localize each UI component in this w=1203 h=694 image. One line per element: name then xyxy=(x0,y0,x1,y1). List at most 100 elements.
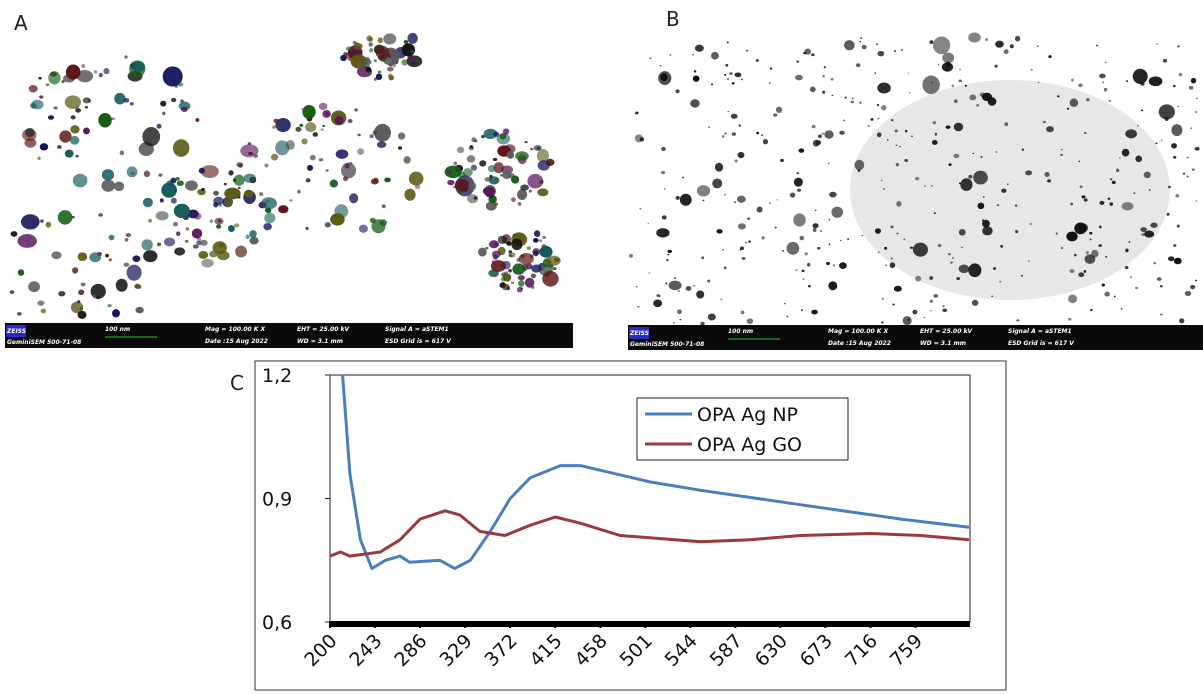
particle xyxy=(28,84,38,93)
x-tick-label: 415 xyxy=(526,630,567,671)
particle xyxy=(1182,172,1186,175)
particle xyxy=(844,96,847,99)
particle xyxy=(649,57,652,60)
particle xyxy=(690,99,700,108)
particle xyxy=(1086,98,1090,102)
particle xyxy=(1177,45,1180,48)
particle xyxy=(968,174,973,179)
series-line xyxy=(330,509,970,558)
particle xyxy=(530,147,534,151)
particle xyxy=(677,290,680,293)
particle xyxy=(53,106,58,110)
particle xyxy=(922,75,940,95)
particle xyxy=(184,239,189,243)
particle xyxy=(531,264,542,273)
particle xyxy=(196,237,202,242)
particle xyxy=(1173,244,1177,247)
particle xyxy=(453,161,458,166)
particle xyxy=(696,185,711,197)
legend-box xyxy=(636,397,849,461)
particle xyxy=(885,264,887,267)
particle xyxy=(370,178,379,185)
particle xyxy=(701,256,705,260)
particle xyxy=(335,149,349,159)
particle xyxy=(78,289,85,296)
particle xyxy=(141,239,153,251)
particle xyxy=(446,170,452,175)
particle xyxy=(143,170,151,178)
particle xyxy=(877,117,880,120)
particle xyxy=(854,159,865,171)
particle xyxy=(775,106,783,114)
particle xyxy=(661,146,666,152)
particle xyxy=(977,202,985,210)
particle xyxy=(64,149,74,158)
particle xyxy=(1001,188,1007,193)
particle xyxy=(70,301,84,314)
particle xyxy=(195,117,200,123)
particle xyxy=(948,163,952,166)
particle xyxy=(982,196,985,198)
particle xyxy=(958,79,962,83)
particle xyxy=(506,241,512,246)
particle xyxy=(668,280,682,291)
particle xyxy=(761,236,765,240)
particle xyxy=(1190,127,1193,130)
particle xyxy=(1195,111,1198,114)
particle xyxy=(1153,261,1157,265)
particle xyxy=(349,54,353,59)
particle xyxy=(635,111,639,115)
particle xyxy=(45,221,52,228)
particle xyxy=(57,210,73,225)
particle xyxy=(851,97,854,100)
particle xyxy=(173,203,190,219)
particle xyxy=(224,198,233,208)
particle xyxy=(964,84,967,87)
particle xyxy=(511,281,515,284)
particle xyxy=(519,153,524,159)
x-tick-label: 458 xyxy=(571,630,612,671)
particle xyxy=(1121,148,1130,157)
particle xyxy=(1108,99,1112,103)
y-tick-label: 1,2 xyxy=(262,365,292,387)
particle xyxy=(1042,120,1047,124)
particle xyxy=(123,262,130,267)
particle xyxy=(658,294,661,298)
particle xyxy=(457,189,463,194)
particle xyxy=(720,298,723,301)
particle xyxy=(200,239,208,246)
particle xyxy=(804,252,808,256)
particle xyxy=(28,281,40,293)
particle xyxy=(538,239,543,243)
particle xyxy=(492,157,498,162)
particle xyxy=(896,232,899,235)
particle xyxy=(904,159,909,162)
particle xyxy=(1083,198,1088,202)
particle xyxy=(40,219,44,223)
particle xyxy=(499,133,507,140)
particle xyxy=(39,95,44,99)
particle xyxy=(942,52,955,64)
particle xyxy=(1167,256,1175,262)
particle xyxy=(454,179,470,192)
particle xyxy=(874,228,881,234)
particle xyxy=(301,108,305,111)
particle xyxy=(1044,172,1050,178)
particle xyxy=(51,251,62,260)
particle xyxy=(98,72,103,78)
particle xyxy=(1135,155,1143,163)
particle xyxy=(126,166,138,178)
particle xyxy=(143,250,158,263)
particle xyxy=(363,56,371,64)
particle xyxy=(839,130,845,135)
particle xyxy=(953,122,964,132)
particle xyxy=(232,178,237,183)
particle xyxy=(108,258,112,262)
particle xyxy=(639,207,642,210)
particle xyxy=(734,72,742,78)
particle xyxy=(976,104,980,107)
particle xyxy=(125,232,132,238)
particle xyxy=(124,237,129,242)
particle xyxy=(786,241,800,255)
